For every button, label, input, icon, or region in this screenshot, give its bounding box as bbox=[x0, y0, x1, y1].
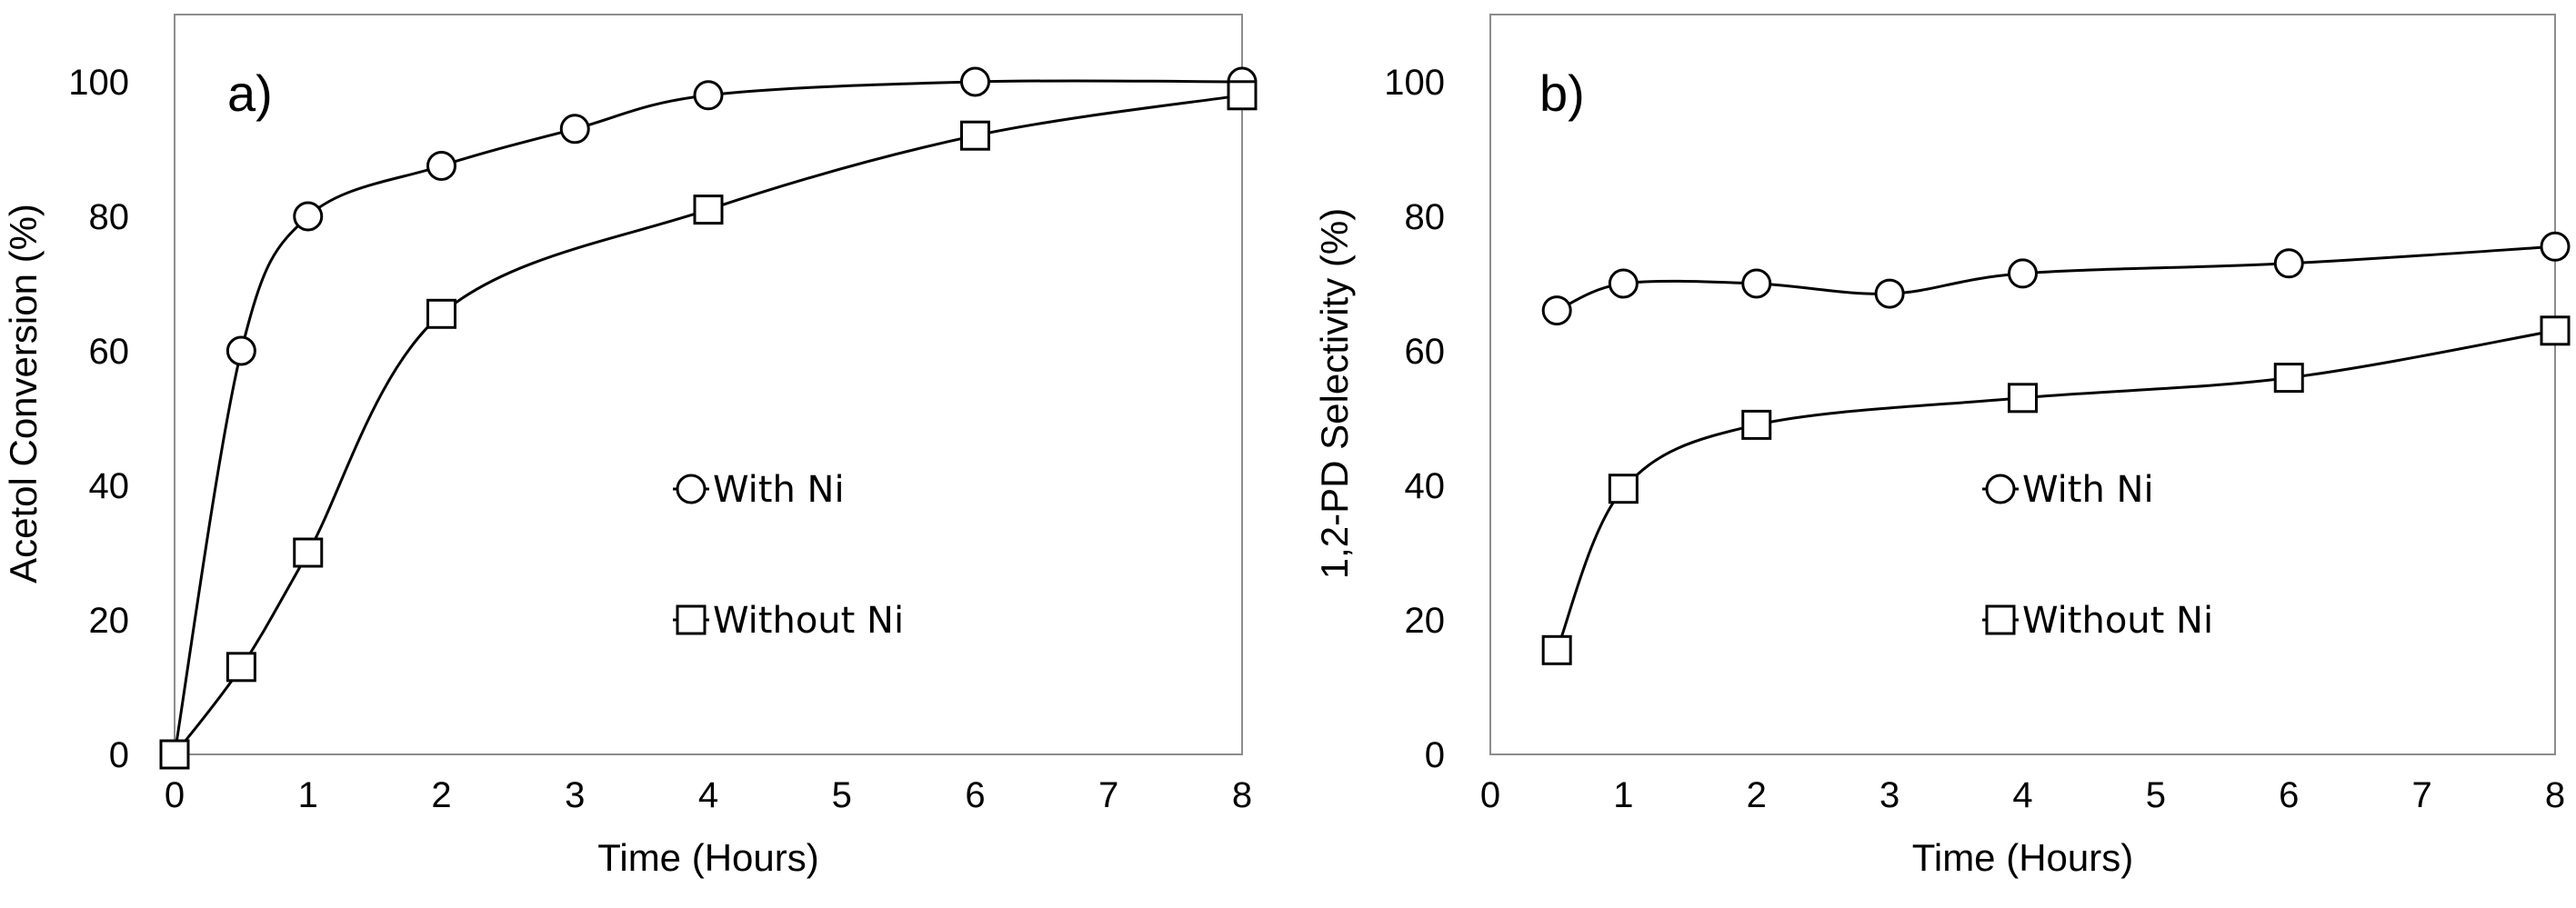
x-tick-label: 3 bbox=[565, 775, 585, 815]
data-point-with-ni bbox=[426, 151, 456, 181]
legend-label: With Ni bbox=[713, 469, 845, 511]
legend-marker-square bbox=[1985, 604, 2016, 635]
panel-label: a) bbox=[227, 65, 273, 122]
data-point-with-ni bbox=[693, 80, 724, 111]
y-tick-label: 40 bbox=[89, 466, 130, 506]
y-tick-label: 60 bbox=[1405, 332, 1446, 372]
data-point-with-ni bbox=[1541, 295, 1572, 326]
x-tick-label: 3 bbox=[1879, 775, 1899, 815]
data-point-without-ni bbox=[1227, 80, 1258, 111]
data-point-without-ni bbox=[1541, 634, 1572, 665]
x-tick-label: 5 bbox=[2146, 775, 2166, 815]
data-point-with-ni bbox=[1608, 268, 1639, 299]
legend-marker-square bbox=[676, 604, 707, 635]
y-tick-label: 100 bbox=[68, 63, 129, 103]
data-point-without-ni bbox=[159, 739, 190, 770]
y-tick-label: 20 bbox=[89, 601, 130, 641]
data-point-without-ni bbox=[693, 195, 724, 225]
y-axis-title: Acetol Conversion (%) bbox=[2, 204, 45, 584]
data-point-with-ni bbox=[559, 114, 590, 145]
x-tick-label: 0 bbox=[1480, 775, 1500, 815]
x-tick-label: 7 bbox=[1098, 775, 1118, 815]
data-point-without-ni bbox=[226, 652, 256, 683]
data-point-without-ni bbox=[2540, 315, 2571, 346]
x-tick-label: 8 bbox=[2545, 775, 2565, 815]
plot-area-frame bbox=[1489, 14, 2556, 755]
data-point-without-ni bbox=[2273, 363, 2304, 394]
y-tick-label: 0 bbox=[109, 735, 129, 775]
x-tick-label: 1 bbox=[298, 775, 318, 815]
x-tick-label: 4 bbox=[698, 775, 718, 815]
data-point-with-ni bbox=[2273, 248, 2304, 279]
y-tick-label: 20 bbox=[1405, 601, 1446, 641]
data-point-with-ni bbox=[1874, 278, 1905, 309]
data-point-without-ni bbox=[2008, 383, 2038, 414]
y-tick-label: 80 bbox=[89, 197, 130, 237]
x-tick-label: 7 bbox=[2412, 775, 2432, 815]
legend-label: Without Ni bbox=[713, 600, 904, 642]
x-axis-title: Time (Hours) bbox=[597, 836, 818, 879]
data-point-without-ni bbox=[426, 298, 456, 329]
y-tick-label: 0 bbox=[1425, 735, 1445, 775]
x-tick-label: 6 bbox=[965, 775, 985, 815]
data-point-with-ni bbox=[293, 201, 324, 232]
data-point-with-ni bbox=[226, 335, 256, 366]
data-point-with-ni bbox=[960, 66, 990, 97]
x-tick-label: 4 bbox=[2012, 775, 2032, 815]
data-point-without-ni bbox=[1741, 409, 1772, 440]
x-tick-label: 8 bbox=[1232, 775, 1252, 815]
data-point-with-ni bbox=[2540, 231, 2571, 262]
y-tick-label: 80 bbox=[1405, 197, 1446, 237]
data-point-with-ni bbox=[1741, 268, 1772, 299]
legend-marker-circle bbox=[1985, 474, 2016, 504]
x-axis-title: Time (Hours) bbox=[1912, 836, 2133, 879]
y-tick-label: 100 bbox=[1384, 63, 1445, 103]
legend-label: Without Ni bbox=[2022, 600, 2213, 642]
legend-marker-circle bbox=[676, 474, 707, 504]
series-line-with-ni bbox=[173, 79, 1243, 755]
data-point-without-ni bbox=[1608, 474, 1639, 504]
y-tick-label: 40 bbox=[1405, 466, 1446, 506]
series-line-with-ni bbox=[1556, 244, 2556, 312]
plot-area-frame bbox=[174, 14, 1243, 755]
x-tick-label: 0 bbox=[165, 775, 185, 815]
y-tick-label: 60 bbox=[89, 332, 130, 372]
panel-label: b) bbox=[1539, 65, 1585, 122]
data-point-with-ni bbox=[2008, 258, 2038, 289]
x-tick-label: 2 bbox=[431, 775, 451, 815]
x-tick-label: 1 bbox=[1613, 775, 1633, 815]
x-tick-label: 5 bbox=[832, 775, 852, 815]
data-point-without-ni bbox=[960, 120, 990, 151]
x-tick-label: 2 bbox=[1747, 775, 1767, 815]
legend-label: With Ni bbox=[2022, 469, 2154, 511]
data-point-without-ni bbox=[293, 537, 324, 568]
series-line-without-ni bbox=[173, 94, 1243, 755]
y-axis-title: 1,2-PD Selectivity (%) bbox=[1313, 208, 1356, 579]
x-tick-label: 6 bbox=[2279, 775, 2299, 815]
